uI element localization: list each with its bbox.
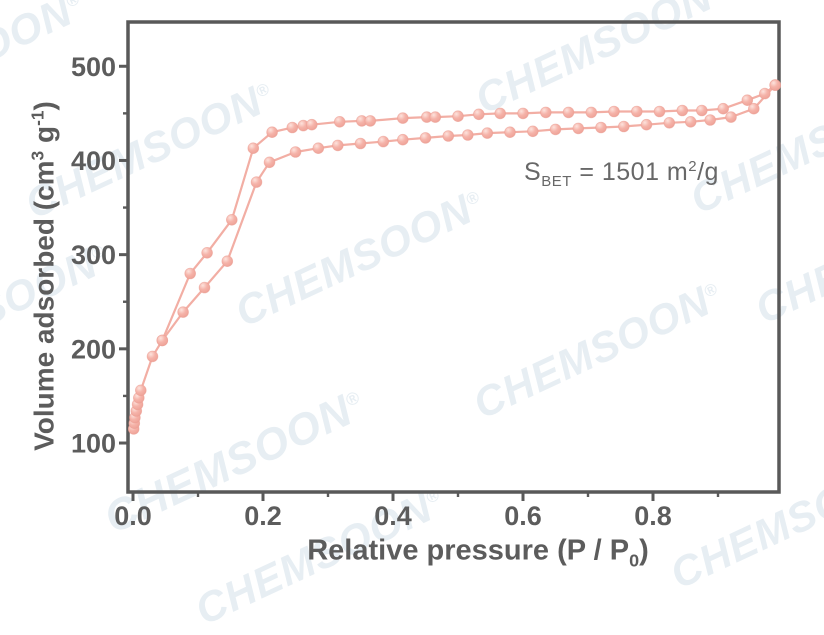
y-tick-label: 300 [71,240,116,270]
adsorption-point [663,117,676,129]
desorption-point [247,142,260,155]
desorption-point [653,105,666,118]
adsorption-point [289,146,302,158]
desorption-point [396,112,409,124]
adsorption-point [396,133,409,146]
adsorption-point [442,130,455,142]
desorption-point [201,247,213,259]
adsorption-point [526,125,539,138]
x-tick-label: 0.8 [634,501,672,531]
isotherm-plot: 100 200 300 400 500 0.0 0.2 0.4 0.6 0.8 [71,20,781,531]
y-tick-label: 100 [71,429,116,459]
adsorption-point [549,123,562,136]
adsorption-point [146,350,159,363]
desorption-point [608,105,620,118]
x-tick-label: 0.4 [374,501,412,531]
plot-frame [126,20,781,494]
adsorption-point [617,120,630,133]
adsorption-point [250,176,263,188]
desorption-point [717,102,729,115]
adsorption-point [704,114,716,126]
adsorption-point [481,127,494,139]
adsorption-point [504,126,516,138]
x-tick-label: 0.0 [114,501,152,531]
desorption-point [769,79,781,91]
desorption-point [266,126,278,138]
desorption-point [452,110,464,122]
adsorption-point [419,132,432,144]
adsorption-point [684,116,697,128]
adsorption-point [461,129,474,141]
adsorption-point [221,255,234,268]
x-tick-label: 0.2 [244,501,282,531]
x-axis-label: Relative pressure (P / P0) [307,534,649,571]
desorption-point [539,106,552,119]
desorption-point [286,121,299,134]
desorption-point [184,267,197,280]
x-tick-label: 0.6 [504,501,542,531]
desorption-point [562,106,575,119]
desorption-point [630,105,643,118]
adsorption-point [640,118,653,131]
desorption-point [517,107,529,120]
adsorption-point [747,102,760,115]
desorption-point [695,104,708,117]
adsorption-point [572,122,585,135]
desorption-point [494,107,507,120]
desorption-point [429,111,442,123]
desorption-point [472,108,485,121]
desorption-point [758,87,771,100]
desorption-point [364,115,377,127]
desorption-line [161,84,776,341]
adsorption-point [595,121,607,134]
desorption-point [305,118,318,131]
desorption-point [676,104,689,117]
y-tick-label: 400 [71,146,116,176]
adsorption-point [725,111,737,123]
y-axis-label: Volume adsorbed (cm3 g-1) [27,101,60,451]
adsorption-point [331,139,344,152]
adsorption-point [177,306,189,318]
desorption-point [333,116,346,128]
desorption-point [226,214,238,226]
desorption-point [156,334,169,347]
adsorption-point [263,156,276,169]
adsorption-point [377,135,390,148]
y-tick-label: 500 [71,52,116,82]
adsorption-point [312,142,325,155]
adsorption-point [135,384,147,397]
desorption-point [741,94,754,106]
desorption-point [585,106,598,119]
y-tick-label: 200 [71,334,116,364]
bet-surface-area-annotation: SBET = 1501 m2/g [524,157,719,191]
adsorption-point [198,281,211,294]
adsorption-point [354,137,367,150]
